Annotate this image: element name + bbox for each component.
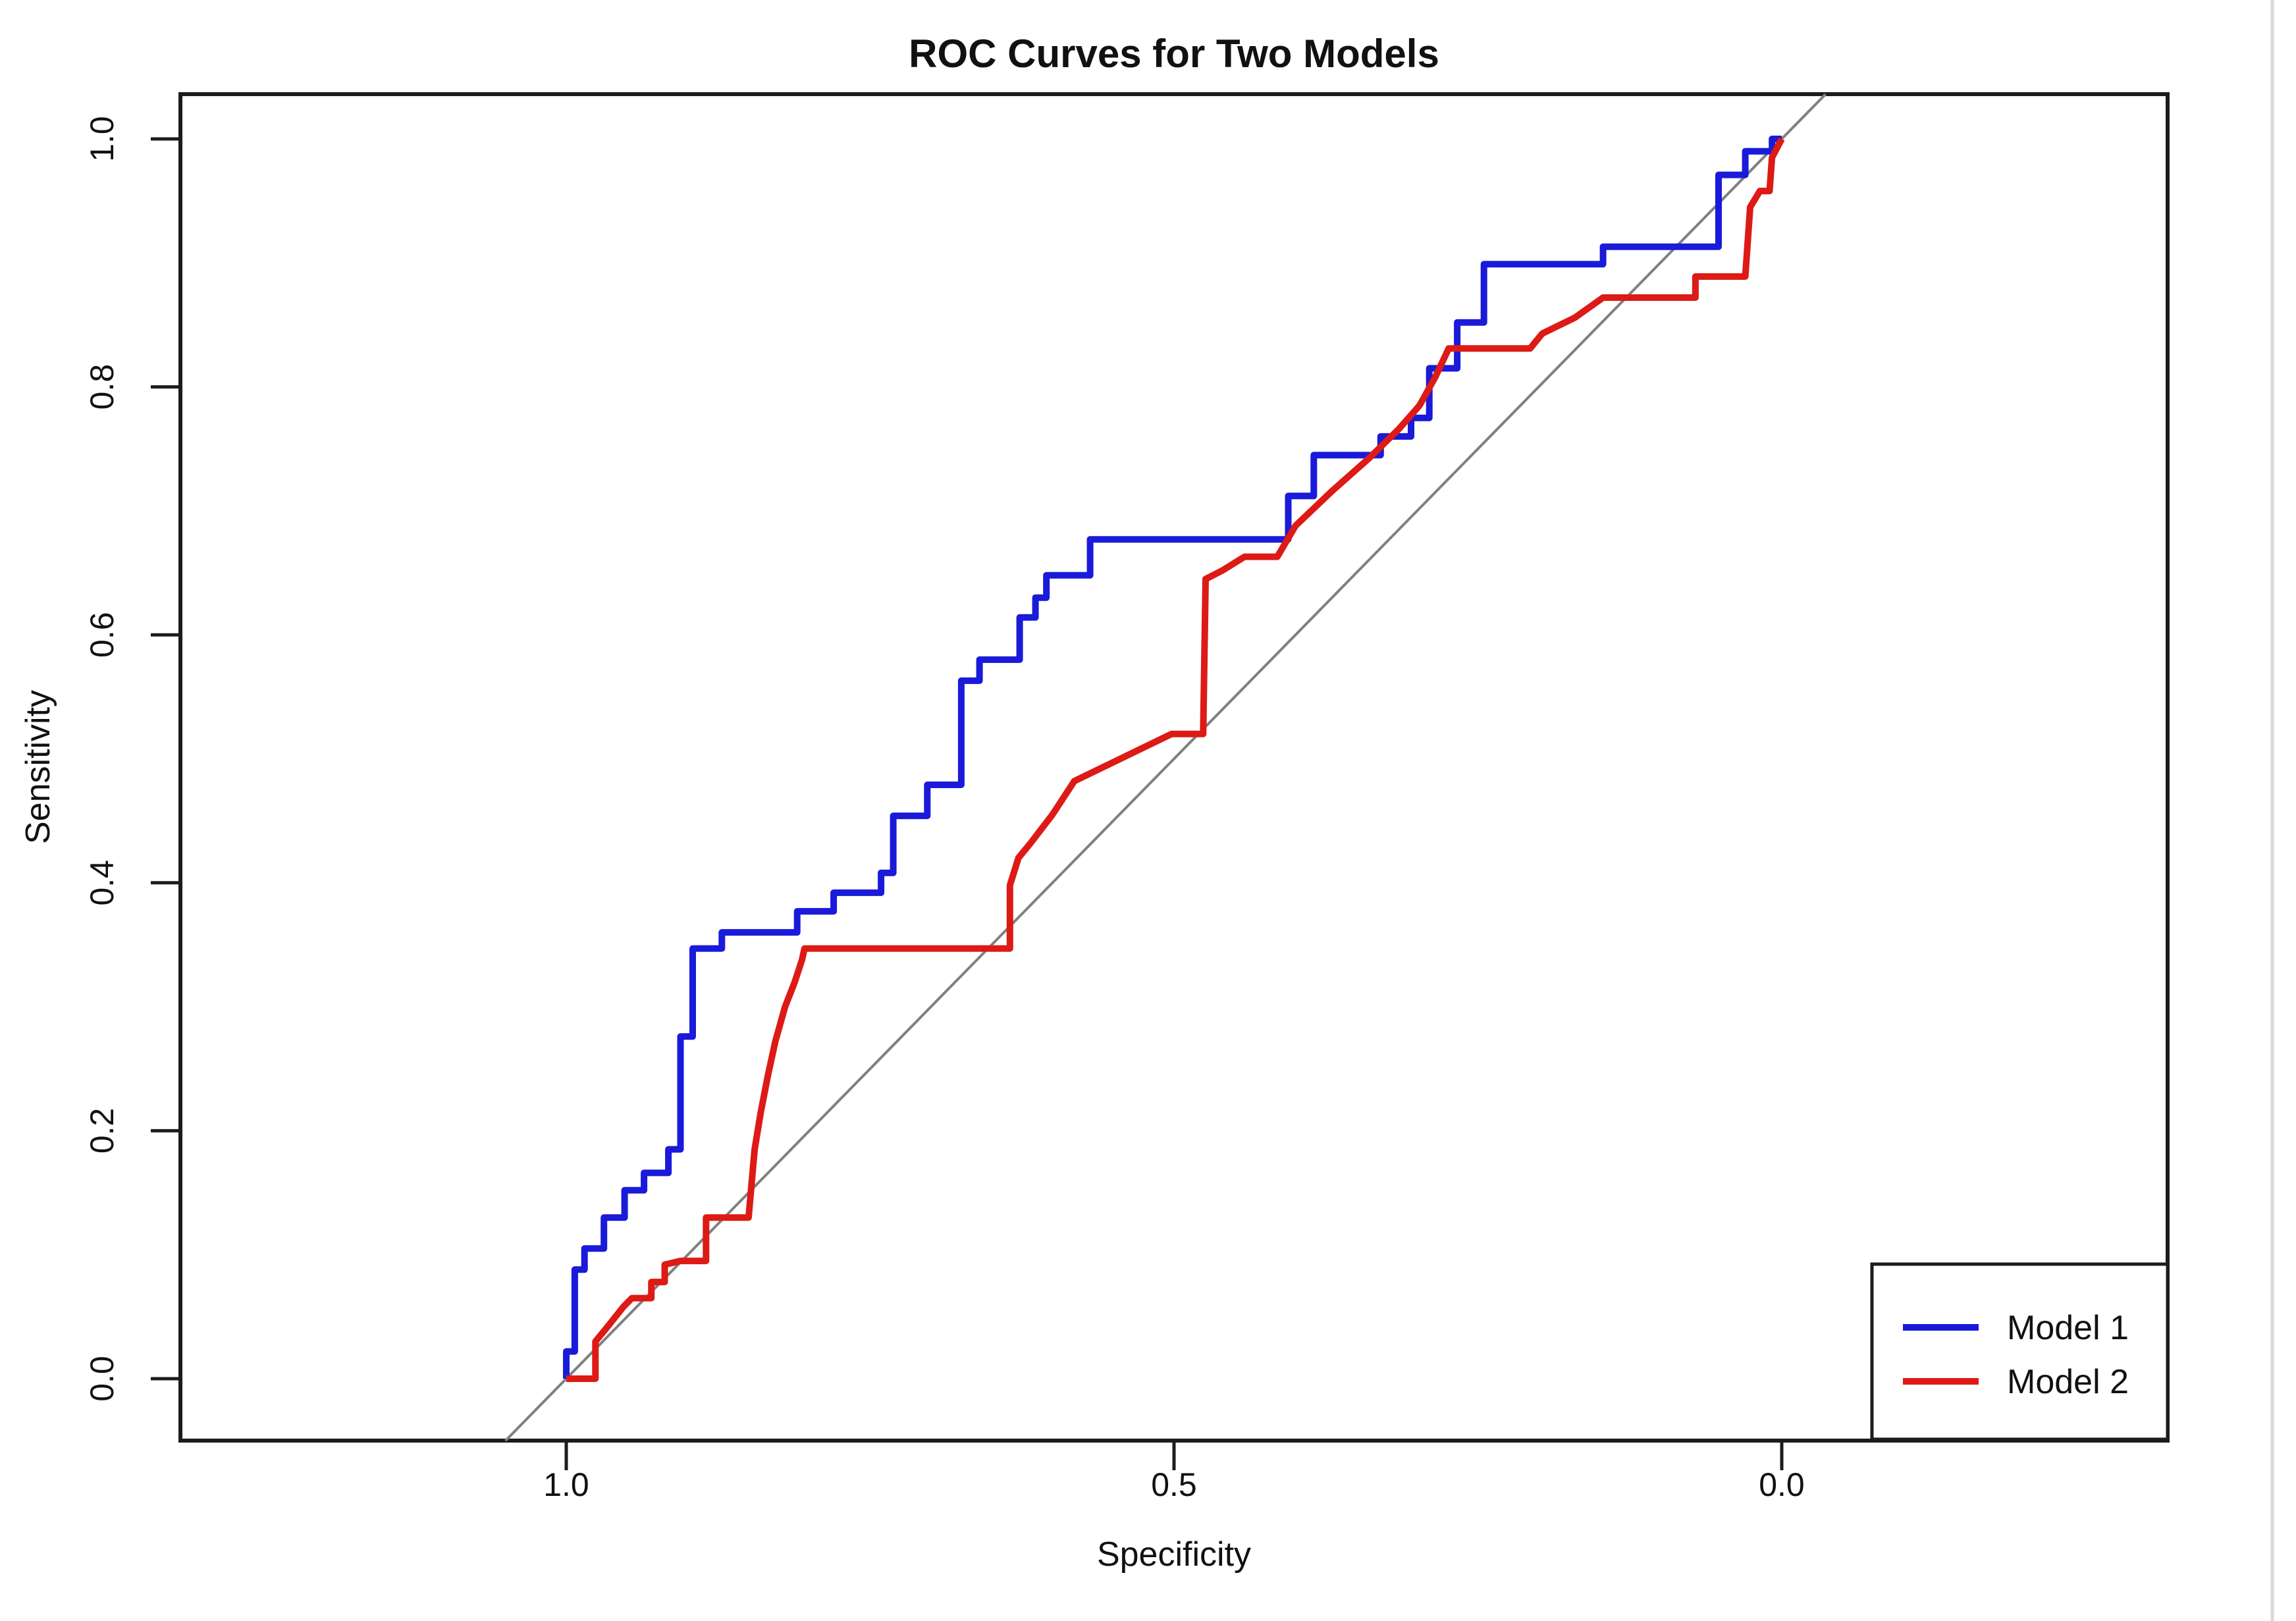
y-tick-label: 0.0 bbox=[84, 1356, 120, 1402]
x-axis: 1.0 0.5 0.0 bbox=[543, 1441, 1805, 1503]
legend: Model 1 Model 2 bbox=[1870, 1262, 2170, 1441]
y-tick-label: 0.6 bbox=[84, 612, 120, 658]
roc-curves bbox=[563, 136, 1785, 1382]
x-tick-label: 0.5 bbox=[1151, 1466, 1197, 1503]
y-tick-label: 0.2 bbox=[84, 1108, 120, 1154]
y-axis: 0.0 0.2 0.4 0.6 0.8 1.0 bbox=[84, 116, 180, 1402]
legend-label-model-2: Model 2 bbox=[2007, 1363, 2129, 1401]
y-axis-label: Sensitivity bbox=[19, 690, 57, 844]
y-tick-label: 1.0 bbox=[84, 116, 120, 162]
y-tick-label: 0.8 bbox=[84, 364, 120, 410]
roc-curve-model-2 bbox=[566, 137, 1785, 1382]
roc-curve-model-1 bbox=[563, 136, 1782, 1379]
x-tick-label: 0.0 bbox=[1759, 1466, 1805, 1503]
legend-label-model-1: Model 1 bbox=[2007, 1309, 2129, 1347]
x-tick-label: 1.0 bbox=[543, 1466, 589, 1503]
chart-title: ROC Curves for Two Models bbox=[909, 32, 1439, 76]
y-tick-label: 0.4 bbox=[84, 860, 120, 906]
legend-box bbox=[1870, 1262, 2170, 1441]
x-axis-label: Specificity bbox=[1097, 1535, 1251, 1574]
